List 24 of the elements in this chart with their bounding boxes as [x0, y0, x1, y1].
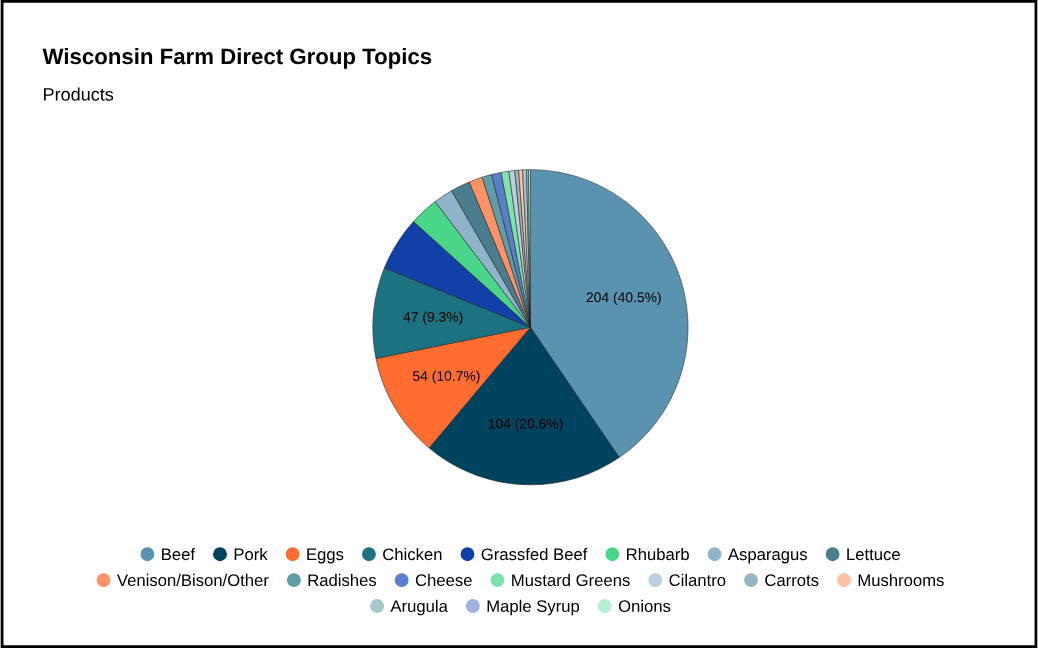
legend-label: Radishes: [308, 573, 377, 587]
legend-label: Venison/Bison/Other: [117, 573, 269, 587]
legend-label: Grassfed Beef: [481, 547, 588, 561]
legend-label: Arugula: [390, 599, 448, 616]
legend-label: Maple Syrup: [487, 599, 580, 616]
data-label: 47 (9.3%): [403, 311, 463, 325]
legend-label: Rhubarb: [627, 547, 689, 561]
legend-label: Cheese: [415, 573, 472, 587]
data-label: 54 (10.7%): [413, 370, 480, 384]
legend-label: Onions: [618, 599, 671, 613]
legend-label: Asparagus: [727, 548, 808, 564]
chart-subtitle: Products: [44, 87, 114, 101]
data-label: 104 (20.6%): [488, 418, 563, 432]
legend-label: Lettuce: [847, 548, 900, 561]
legend-label: Cilantro: [669, 573, 726, 587]
legend-label: Eggs: [307, 548, 344, 564]
legend-label: Mustard Greens: [512, 573, 630, 587]
legend-label: Pork: [234, 547, 268, 561]
legend-label: Mushrooms: [858, 573, 944, 587]
chart-title: Wisconsin Farm Direct Group Topics: [42, 47, 432, 69]
data-label: 204 (40.5%): [586, 291, 661, 305]
legend-label: Beef: [162, 547, 196, 561]
legend-label: Chicken: [383, 547, 442, 561]
legend-label: Carrots: [765, 574, 819, 587]
